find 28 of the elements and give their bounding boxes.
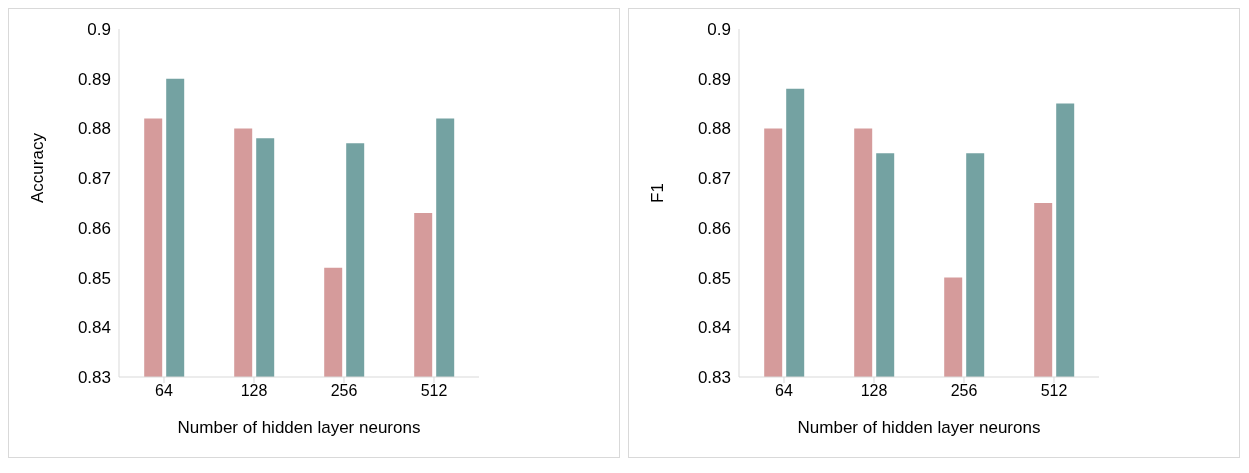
y-tick-label: 0.85 (77, 268, 111, 288)
y-axis-title: F1 (648, 183, 668, 203)
x-axis-title: Number of hidden layer neurons (797, 418, 1041, 437)
x-tick-label: 64 (155, 382, 173, 400)
x-tick-label: 256 (330, 382, 358, 400)
y-tick-label: 0.88 (697, 119, 731, 139)
x-tick-label: 64 (775, 382, 793, 400)
x-tick-label: 512 (420, 382, 448, 400)
y-tick-label: 0.84 (77, 318, 111, 338)
y-tick-label: 0.86 (697, 218, 731, 238)
y-tick-label: 0.84 (697, 318, 731, 338)
y-tick-label: 0.87 (697, 169, 731, 189)
x-tick-label: 512 (1040, 382, 1068, 400)
y-tick-label: 0.9 (707, 20, 731, 40)
y-tick-label: 0.83 (697, 368, 731, 388)
y-tick-label: 0.89 (697, 69, 731, 89)
y-tick-label: 0.88 (77, 119, 111, 139)
y-tick-label: 0.89 (77, 69, 111, 89)
x-tick-label: 128 (240, 382, 268, 400)
y-tick-label: 0.9 (87, 20, 111, 40)
x-tick-label: 256 (950, 382, 978, 400)
x-axis-title: Number of hidden layer neurons (177, 418, 421, 437)
x-tick-label: 128 (860, 382, 888, 400)
y-tick-label: 0.86 (77, 218, 111, 238)
y-axis-title: Accuracy (28, 132, 48, 203)
y-tick-label: 0.83 (77, 368, 111, 388)
y-tick-label: 0.85 (697, 268, 731, 288)
y-tick-label: 0.87 (77, 169, 111, 189)
